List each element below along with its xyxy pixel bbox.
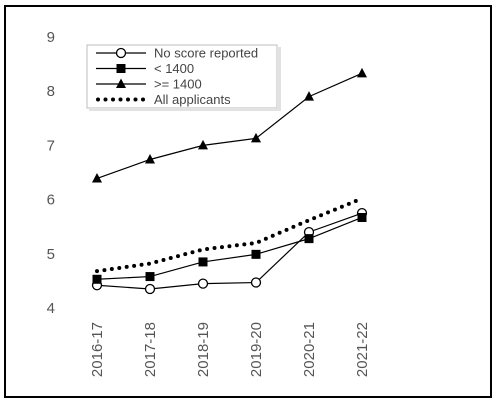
y-tick-label: 8 — [47, 83, 55, 100]
data-point — [357, 212, 367, 222]
y-tick-label: 4 — [47, 300, 55, 317]
legend-label: >= 1400 — [154, 77, 202, 92]
y-tick-label: 7 — [47, 137, 55, 154]
legend-shadow — [277, 47, 281, 110]
y-tick-label: 5 — [47, 246, 55, 263]
x-tick-label: 2016-17 — [89, 322, 106, 377]
data-point — [251, 132, 261, 143]
data-point — [250, 277, 262, 288]
series-line — [95, 196, 364, 274]
series-0 — [91, 207, 368, 295]
data-point — [197, 278, 209, 289]
series-3 — [95, 196, 364, 274]
data-point — [144, 283, 156, 295]
x-tick-label: 2018-19 — [195, 322, 212, 377]
legend-shadow — [89, 108, 281, 111]
x-tick-label: 2017-18 — [142, 322, 159, 377]
series-1 — [92, 212, 367, 284]
data-point — [304, 91, 314, 101]
data-point — [251, 249, 261, 259]
legend-marker — [115, 47, 127, 59]
series-line — [96, 212, 363, 290]
legend-label: No score reported — [154, 46, 258, 61]
data-point — [304, 234, 314, 244]
data-point — [198, 257, 208, 267]
legend-box — [86, 44, 278, 109]
data-point — [145, 272, 155, 282]
y-tick-label: 6 — [47, 192, 55, 209]
x-tick-label: 2020-21 — [301, 322, 318, 377]
legend-item-1: < 1400 — [96, 61, 194, 76]
legend-item-3: All applicants — [96, 92, 231, 107]
legend-marker — [116, 64, 126, 73]
legend-marker — [116, 78, 126, 88]
series-line — [96, 216, 363, 280]
legend-label: < 1400 — [154, 61, 194, 76]
legend-item-2: >= 1400 — [96, 77, 202, 92]
series-2 — [92, 67, 367, 183]
data-point — [92, 274, 102, 284]
series-line — [96, 72, 363, 180]
y-tick-label: 9 — [47, 29, 55, 46]
data-point — [92, 172, 102, 183]
legend-label: All applicants — [154, 92, 231, 107]
data-point — [198, 139, 208, 150]
x-tick-label: 2021-22 — [354, 322, 371, 377]
x-tick-label: 2019-20 — [248, 322, 265, 377]
legend-item-0: No score reported — [96, 46, 258, 61]
data-point — [357, 67, 367, 78]
data-point — [145, 153, 155, 164]
